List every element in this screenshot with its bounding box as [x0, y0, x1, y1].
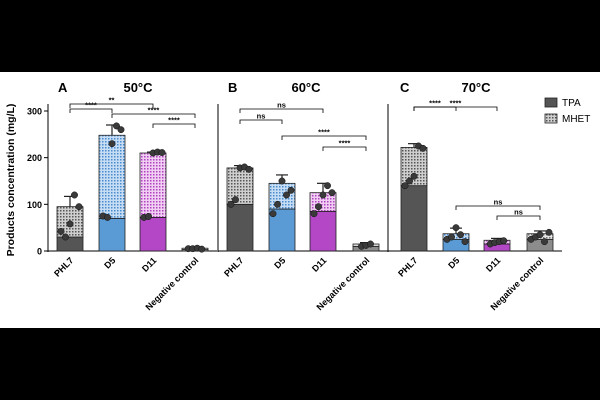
significance-bracket-C-0 — [413, 106, 457, 111]
significance-label-A-2: **** — [148, 106, 160, 115]
panel-title-B: 60°C — [291, 80, 321, 95]
y-axis-label: Products concentration (mg/L) — [5, 104, 17, 257]
data-point-A-2-1 — [145, 213, 152, 220]
data-point-C-0-0 — [401, 182, 409, 190]
significance-bracket-A-2 — [111, 113, 196, 118]
data-point-A-0-4 — [75, 203, 83, 211]
y-tick-label-300: 300 — [27, 107, 42, 117]
data-point-A-1-4 — [117, 126, 125, 134]
data-point-C-3-2 — [536, 231, 544, 239]
y-tick-label-200: 200 — [27, 153, 42, 163]
data-point-B-0-4 — [245, 165, 253, 173]
significance-bracket-C-3 — [496, 215, 541, 220]
x-tick-label-C-2: D11 — [484, 255, 502, 273]
x-tick-label-B-2: D11 — [310, 255, 328, 273]
bar-tpa-A-1 — [98, 217, 126, 252]
significance-label-B-0: ns — [257, 112, 266, 121]
x-tick-label-A-1: D5 — [102, 255, 117, 270]
data-point-B-2-3 — [324, 182, 331, 190]
data-point-C-1-3 — [457, 231, 464, 239]
data-point-B-1-0 — [269, 210, 277, 218]
panel-letter-C: C — [400, 80, 410, 95]
significance-label-B-2: **** — [318, 128, 330, 137]
bar-mhet-A-1 — [98, 134, 126, 219]
data-point-A-1-1 — [104, 213, 111, 221]
data-point-B-1-2 — [278, 177, 286, 185]
significance-bracket-A-0 — [69, 108, 113, 113]
bar-tpa-A-2 — [139, 216, 167, 252]
data-point-B-1-3 — [283, 191, 290, 199]
data-point-A-1-3 — [113, 122, 120, 130]
data-point-B-2-4 — [328, 189, 336, 197]
significance-bracket-B-1 — [239, 108, 324, 113]
data-point-B-1-4 — [287, 186, 295, 194]
significance-bracket-C-2 — [455, 205, 541, 210]
significance-label-A-1: ** — [109, 96, 115, 105]
significance-label-A-0: **** — [85, 101, 97, 110]
significance-label-B-1: ns — [277, 101, 286, 110]
x-tick-label-C-0: PHL7 — [396, 255, 419, 278]
bar-mhet-A-2 — [139, 152, 167, 218]
data-point-C-0-4 — [419, 144, 427, 152]
bar-tpa-A-0 — [56, 236, 84, 252]
data-point-C-1-2 — [452, 224, 460, 232]
significance-label-C-3: ns — [514, 208, 523, 217]
y-tick-label-0: 0 — [37, 247, 42, 257]
data-point-A-2-4 — [158, 149, 166, 156]
panel-letter-B: B — [228, 80, 237, 95]
y-tick-label-100: 100 — [27, 200, 42, 210]
data-point-A-1-2 — [108, 140, 116, 148]
significance-bracket-B-3 — [322, 146, 367, 151]
data-point-B-0-0 — [227, 200, 235, 208]
data-point-C-0-1 — [406, 177, 413, 185]
x-tick-label-B-0: PHL7 — [222, 255, 245, 278]
legend-swatch-tpa — [544, 97, 558, 108]
data-point-B-2-2 — [319, 191, 327, 199]
x-tick-label-A-2: D11 — [140, 255, 158, 273]
significance-bracket-B-2 — [281, 135, 367, 140]
x-tick-label-C-1: D5 — [446, 255, 461, 270]
data-point-C-3-3 — [541, 238, 548, 246]
significance-bracket-A-3 — [152, 123, 196, 128]
legend-label-tpa: TPA — [562, 98, 581, 109]
data-point-A-0-1 — [62, 233, 69, 241]
data-point-B-2-0 — [310, 210, 318, 218]
data-point-C-2-3 — [500, 237, 508, 245]
bar-tpa-C-0 — [400, 185, 428, 252]
panel-title-A: 50°C — [123, 80, 153, 95]
data-point-A-0-3 — [71, 191, 78, 199]
significance-label-C-0: **** — [429, 99, 441, 108]
legend-swatch-mhet — [544, 113, 558, 124]
data-point-B-1-1 — [274, 200, 281, 208]
significance-bracket-C-1 — [413, 106, 498, 111]
bar-tpa-B-0 — [226, 203, 254, 252]
significance-label-B-3: **** — [339, 139, 351, 148]
panel-letter-A: A — [58, 80, 68, 95]
x-tick-label-A-0: PHL7 — [52, 255, 75, 278]
data-point-A-0-0 — [57, 227, 65, 235]
significance-bracket-A-1 — [69, 103, 154, 108]
data-point-C-0-2 — [410, 172, 418, 180]
data-point-A-0-2 — [66, 220, 74, 228]
data-point-B-2-1 — [315, 203, 322, 211]
panel-title-C: 70°C — [461, 80, 491, 95]
x-tick-label-B-1: D5 — [272, 255, 287, 270]
data-point-C-1-1 — [448, 233, 455, 241]
bar-tpa-B-2 — [309, 210, 337, 252]
significance-label-A-3: **** — [168, 116, 180, 125]
data-point-B-3-2 — [367, 240, 374, 248]
data-point-C-1-4 — [461, 238, 469, 246]
data-point-C-3-4 — [545, 228, 553, 236]
significance-label-C-2: ns — [494, 198, 503, 207]
significance-label-C-1: **** — [450, 99, 462, 108]
bar-mhet-B-0 — [226, 167, 254, 205]
data-point-A-3-3 — [198, 245, 206, 253]
data-point-B-0-1 — [232, 196, 239, 204]
legend-label-mhet: MHET — [562, 114, 590, 125]
significance-bracket-B-0 — [239, 119, 283, 124]
bar-mhet-C-0 — [400, 146, 428, 187]
